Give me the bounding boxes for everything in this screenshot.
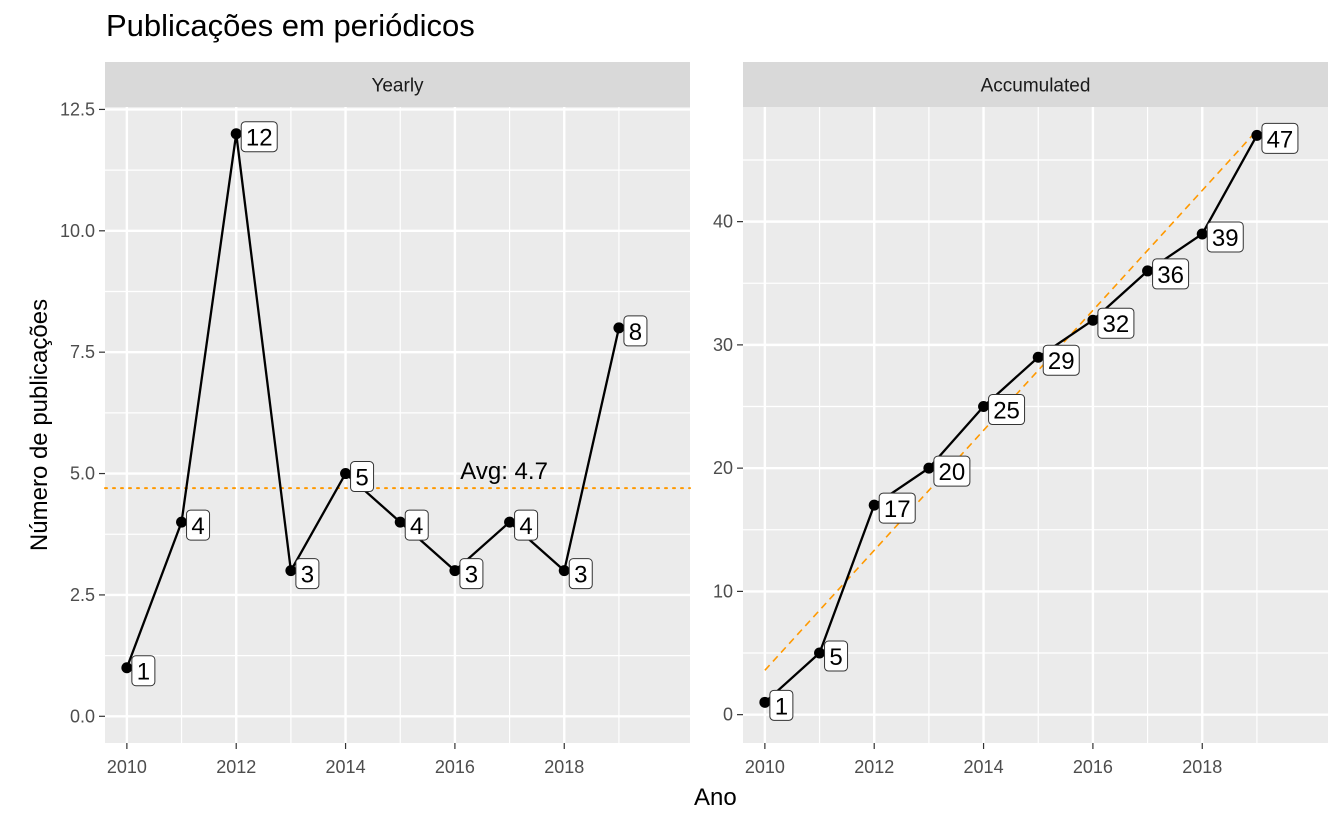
data-point — [230, 128, 242, 140]
y-tick-label: 7.5 — [70, 342, 95, 362]
data-label: 4 — [519, 513, 532, 540]
y-tick-label: 0.0 — [70, 706, 95, 726]
data-label-box — [350, 461, 375, 493]
series-line — [764, 134, 1258, 704]
panel-0: Yearly 2010 2012 2014 2016 2018 0.0 2.5 5.0 7.5 10… — [60, 62, 691, 777]
data-label-box — [295, 558, 320, 590]
x-tick-label: 2016 — [1073, 757, 1113, 777]
y-tick-label: 30 — [713, 335, 733, 355]
y-tick-label: 0 — [723, 705, 733, 725]
x-tick-label: 2014 — [326, 757, 366, 777]
y-tick-label: 40 — [713, 212, 733, 232]
data-point — [121, 662, 133, 674]
data-label-box — [769, 689, 794, 721]
data-point — [1087, 314, 1099, 326]
data-point — [394, 516, 406, 528]
data-label: 4 — [191, 513, 204, 540]
facet-strip-label: Yearly — [371, 76, 424, 97]
data-point — [923, 462, 935, 474]
y-tick-label: 5.0 — [70, 464, 95, 484]
data-label: 17 — [884, 496, 911, 523]
data-point — [504, 516, 516, 528]
average-annotation: Avg: 4.7 — [460, 458, 548, 485]
data-label: 1 — [775, 693, 788, 720]
data-label: 12 — [246, 125, 273, 152]
data-point — [759, 696, 771, 708]
data-label-box — [988, 394, 1026, 426]
data-label: 3 — [465, 562, 478, 589]
facet-strip — [743, 62, 1328, 107]
data-point — [1142, 265, 1154, 277]
data-point — [613, 322, 625, 334]
chart-title: Publicações em periódicos — [106, 8, 475, 43]
data-label: 1 — [137, 659, 150, 686]
data-label-box — [131, 655, 156, 687]
data-label: 8 — [629, 319, 642, 346]
data-label: 47 — [1267, 126, 1294, 153]
y-tick-label: 10.0 — [60, 221, 95, 241]
series-line — [125, 132, 621, 669]
data-label: 25 — [993, 398, 1020, 425]
data-label-box — [878, 492, 916, 524]
data-point — [176, 516, 188, 528]
data-label: 5 — [829, 644, 842, 671]
x-tick-label: 2016 — [435, 757, 475, 777]
panel-1: Accumulated 2010 2012 2014 2016 2018 0 10 20 30 40… — [713, 62, 1328, 777]
data-point — [1196, 228, 1208, 240]
x-axis-label: Ano — [694, 784, 737, 811]
data-point — [814, 647, 826, 659]
x-tick-label: 2012 — [854, 757, 894, 777]
x-tick-label: 2014 — [964, 757, 1004, 777]
data-label-box — [1042, 344, 1080, 376]
data-point — [558, 565, 570, 577]
data-label: 4 — [410, 513, 423, 540]
data-point — [449, 565, 461, 577]
data-label-box — [459, 558, 484, 590]
data-label: 32 — [1103, 311, 1130, 338]
data-label-box — [240, 121, 278, 153]
data-label: 20 — [939, 459, 966, 486]
data-point — [340, 468, 352, 480]
data-label-box — [568, 558, 593, 590]
x-tick-label: 2010 — [107, 757, 147, 777]
facet-strip-label: Accumulated — [981, 76, 1091, 97]
data-point — [978, 401, 990, 413]
data-label-box — [1261, 122, 1299, 154]
data-label: 3 — [574, 562, 587, 589]
y-tick-label: 2.5 — [70, 585, 95, 605]
panel-background — [743, 107, 1328, 743]
data-label: 39 — [1212, 225, 1239, 252]
x-tick-label: 2012 — [216, 757, 256, 777]
data-label-box — [1097, 307, 1135, 339]
data-label-box — [824, 640, 849, 672]
data-label-box — [404, 509, 429, 541]
data-point — [1251, 129, 1263, 141]
data-point — [285, 565, 297, 577]
data-label-box — [1206, 221, 1244, 253]
data-label-box — [933, 455, 971, 487]
y-tick-label: 10 — [713, 581, 733, 601]
x-tick-label: 2010 — [745, 757, 785, 777]
x-tick-label: 2018 — [544, 757, 584, 777]
data-label-box — [1152, 258, 1190, 290]
y-tick-label: 20 — [713, 458, 733, 478]
panel-background — [105, 107, 690, 743]
data-label-box — [186, 509, 211, 541]
data-label: 36 — [1157, 262, 1184, 289]
data-label-box — [623, 315, 648, 347]
data-label-box — [514, 509, 539, 541]
data-point — [1032, 351, 1044, 363]
data-label: 5 — [355, 465, 368, 492]
x-tick-label: 2018 — [1182, 757, 1222, 777]
data-point — [868, 499, 880, 511]
data-label: 3 — [301, 562, 314, 589]
facet-strip — [105, 62, 690, 107]
data-label: 29 — [1048, 348, 1075, 375]
y-tick-label: 12.5 — [60, 99, 95, 119]
